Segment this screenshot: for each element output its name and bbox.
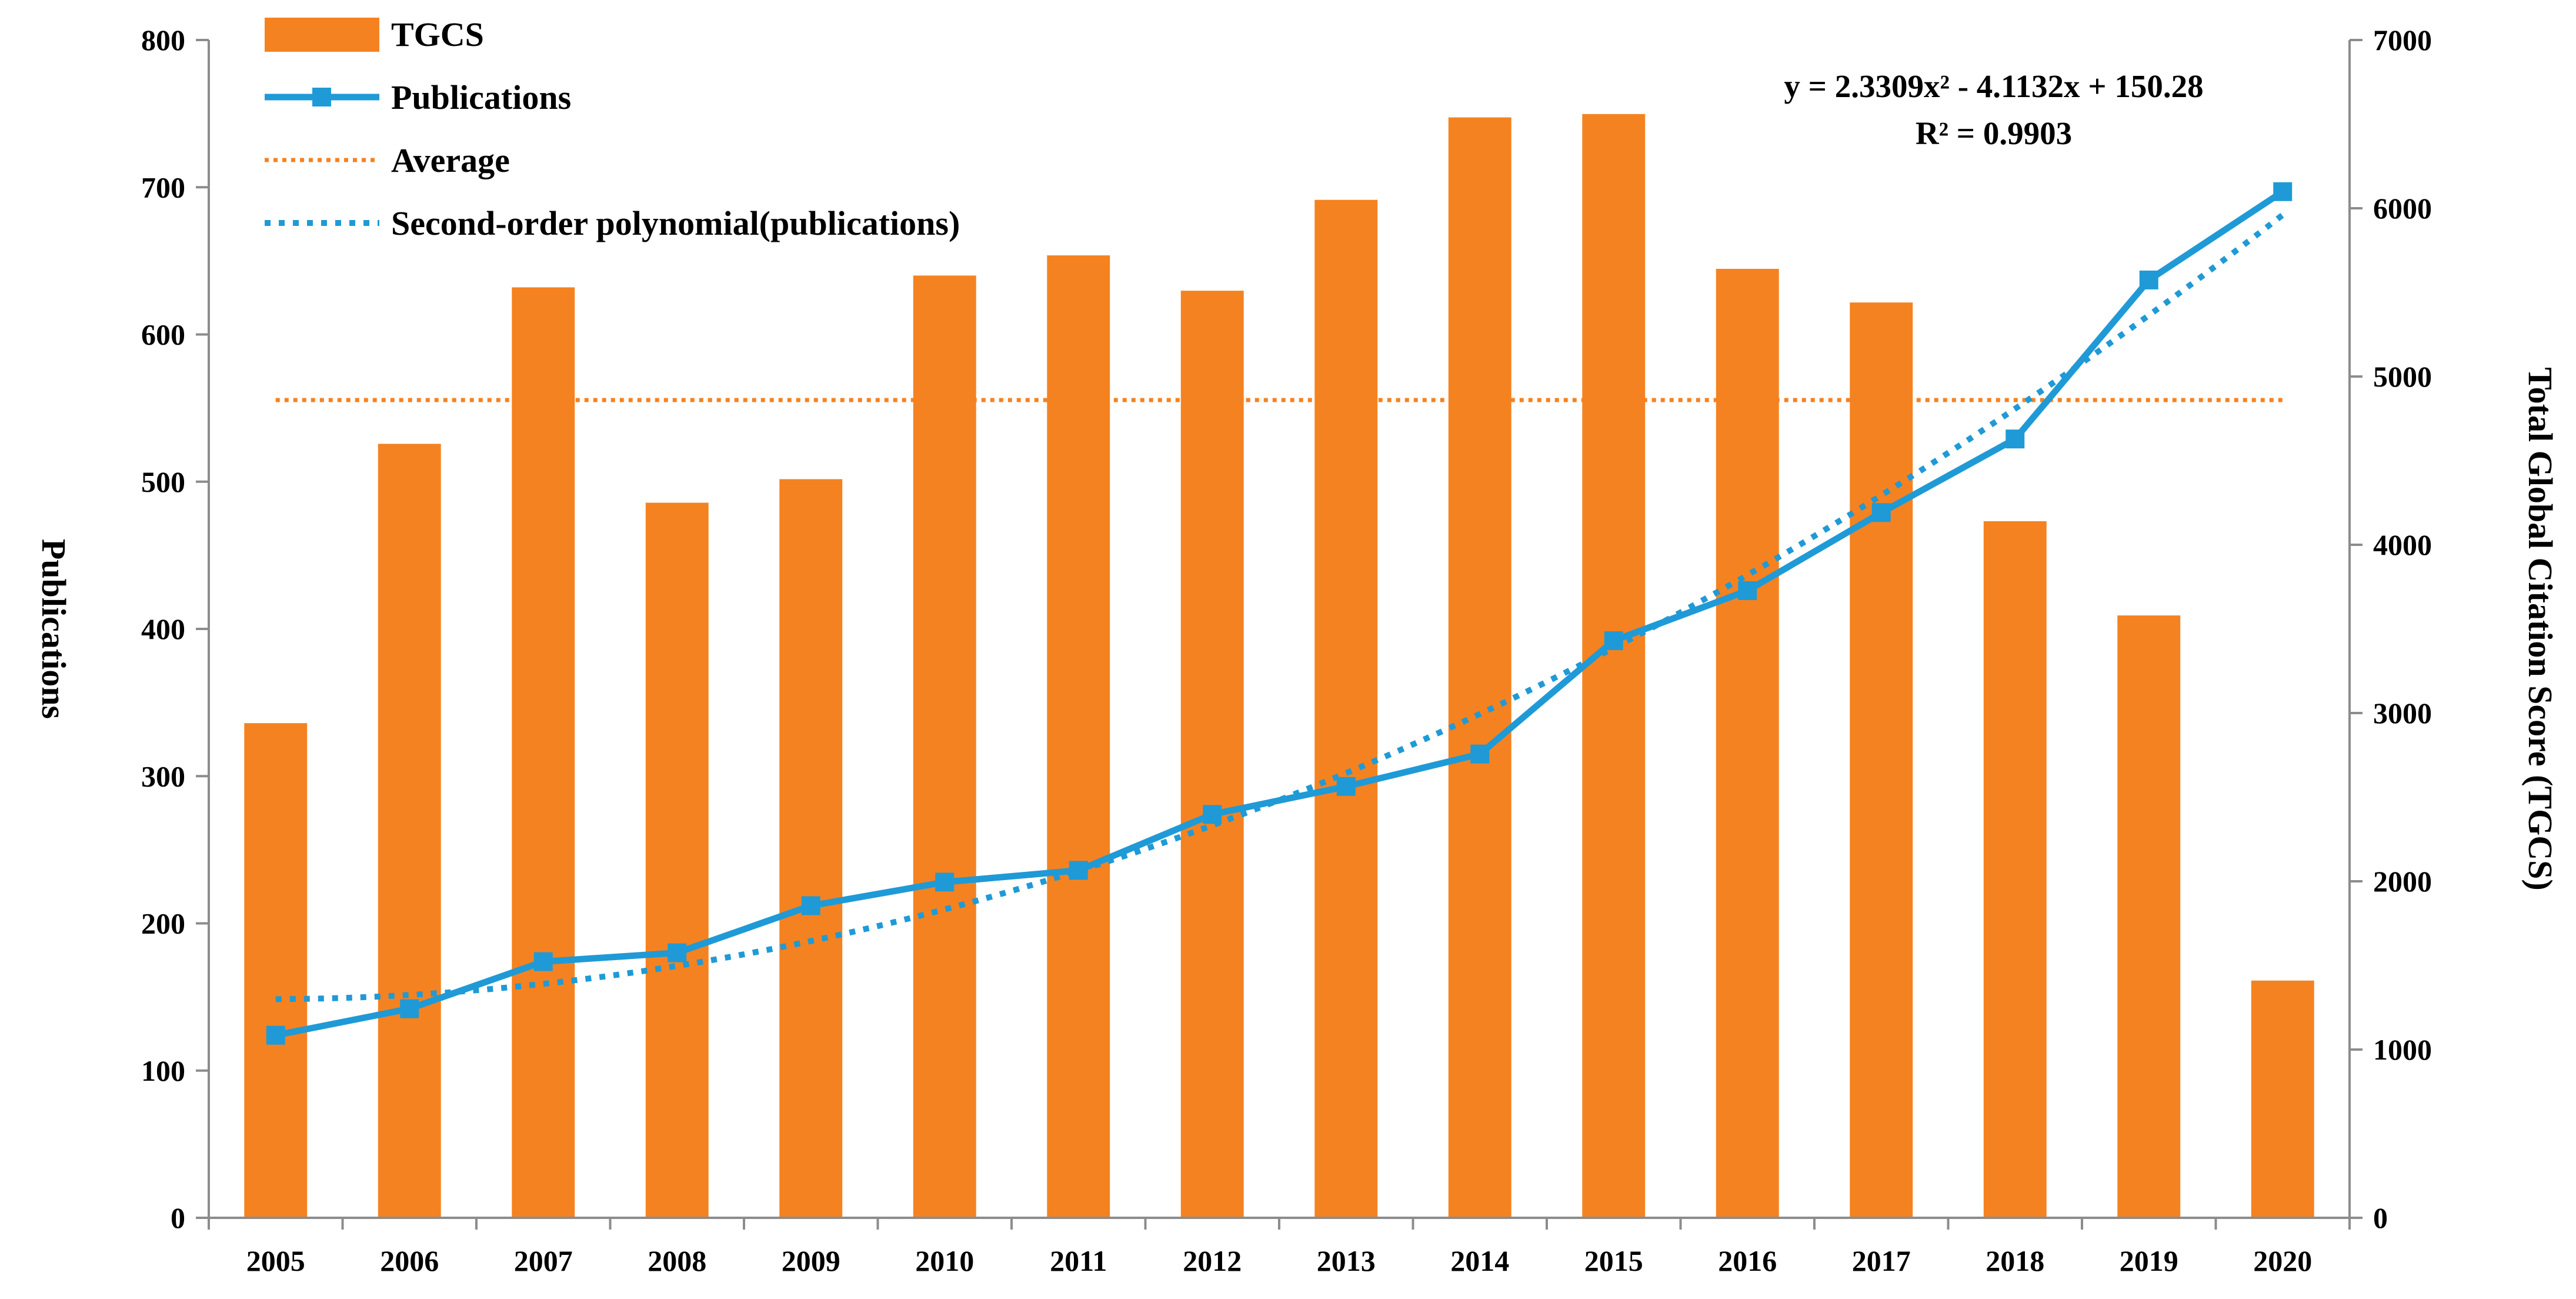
bar-tgcs-2017: [1850, 302, 1913, 1218]
left-tick-label: 0: [171, 1201, 185, 1234]
bar-tgcs-2013: [1314, 199, 1378, 1218]
bar-tgcs-2008: [645, 502, 709, 1218]
publications-point-2007: [533, 952, 553, 971]
bar-tgcs-2015: [1582, 114, 1646, 1218]
publications-point-2015: [1604, 631, 1623, 651]
bar-tgcs-2014: [1448, 117, 1511, 1218]
left-tick-label: 700: [141, 171, 185, 204]
x-tick-label: 2009: [782, 1244, 840, 1277]
bar-tgcs-2009: [779, 479, 843, 1218]
left-tick-label: 300: [141, 760, 185, 792]
publications-point-2020: [2273, 182, 2293, 201]
right-tick-label: 0: [2373, 1201, 2388, 1234]
right-tick-label: 7000: [2373, 24, 2432, 56]
x-tick-label: 2010: [915, 1244, 974, 1277]
x-tick-label: 2016: [1718, 1244, 1777, 1277]
publications-line: [275, 189, 2285, 1039]
publications-point-2011: [1069, 861, 1088, 880]
publications-point-2017: [1871, 503, 1891, 522]
legend-label: TGCS: [391, 15, 484, 54]
publications-point-2019: [2139, 270, 2158, 289]
y-axis-right-title: Total Global Citation Score (TGCS): [2521, 367, 2560, 890]
y-axis-left-title: Publications: [35, 539, 73, 719]
legend-swatch-tgcs: [265, 18, 379, 52]
legend-label: Second-order polynomial(publications): [391, 204, 960, 242]
publications-point-2016: [1738, 581, 1757, 600]
publications-point-2009: [801, 896, 820, 915]
x-tick-label: 2006: [380, 1244, 439, 1277]
publications-point-2014: [1470, 744, 1490, 764]
bar-tgcs-2020: [2251, 980, 2314, 1218]
bar-tgcs-2016: [1716, 268, 1779, 1218]
x-tick-label: 2008: [648, 1244, 706, 1277]
bar-tgcs-2012: [1180, 291, 1244, 1218]
bar-tgcs-2007: [512, 287, 575, 1218]
bar-tgcs-2018: [1983, 521, 2047, 1218]
x-tick-label: 2017: [1852, 1244, 1911, 1277]
left-tick-label: 500: [141, 465, 185, 498]
publications-point-2010: [935, 872, 955, 892]
x-tick-label: 2013: [1317, 1244, 1376, 1277]
right-tick-label: 1000: [2373, 1033, 2432, 1066]
bar-tgcs-2010: [913, 275, 976, 1218]
right-tick-label: 3000: [2373, 697, 2432, 730]
legend-label: Average: [391, 141, 510, 179]
legend-label: Publications: [391, 78, 571, 116]
x-tick-label: 2018: [1986, 1244, 2044, 1277]
publications-point-2018: [2006, 429, 2025, 449]
trendline-equation: y = 2.3309x² - 4.1132x + 150.28: [1784, 68, 2203, 104]
bar-tgcs-2005: [244, 723, 308, 1218]
left-tick-label: 100: [141, 1054, 185, 1087]
right-tick-label: 2000: [2373, 865, 2432, 898]
bar-tgcs-2006: [378, 444, 441, 1218]
left-tick-label: 800: [141, 24, 185, 56]
right-tick-label: 5000: [2373, 360, 2432, 393]
x-tick-label: 2011: [1050, 1244, 1107, 1277]
left-tick-label: 200: [141, 907, 185, 940]
x-tick-label: 2007: [514, 1244, 573, 1277]
left-tick-label: 400: [141, 612, 185, 645]
right-tick-label: 4000: [2373, 528, 2432, 561]
right-tick-label: 6000: [2373, 192, 2432, 225]
publications-point-2012: [1203, 805, 1222, 824]
x-tick-label: 2015: [1584, 1244, 1643, 1277]
trendline-r-squared: R² = 0.9903: [1916, 115, 2072, 151]
polynomial-trendline: [275, 212, 2285, 1002]
x-tick-label: 2020: [2253, 1244, 2312, 1277]
publications-point-2008: [668, 943, 687, 962]
publications-point-2006: [400, 999, 419, 1018]
bar-tgcs-2019: [2117, 615, 2181, 1218]
left-tick-label: 600: [141, 318, 185, 351]
publications-point-2005: [266, 1025, 285, 1045]
bar-tgcs-2011: [1047, 255, 1110, 1218]
x-tick-label: 2012: [1183, 1244, 1242, 1277]
publications-point-2013: [1336, 777, 1356, 796]
legend-swatch-publications-marker: [312, 88, 331, 106]
x-tick-label: 2005: [246, 1244, 305, 1277]
x-tick-label: 2014: [1450, 1244, 1509, 1277]
x-tick-label: 2019: [2120, 1244, 2178, 1277]
